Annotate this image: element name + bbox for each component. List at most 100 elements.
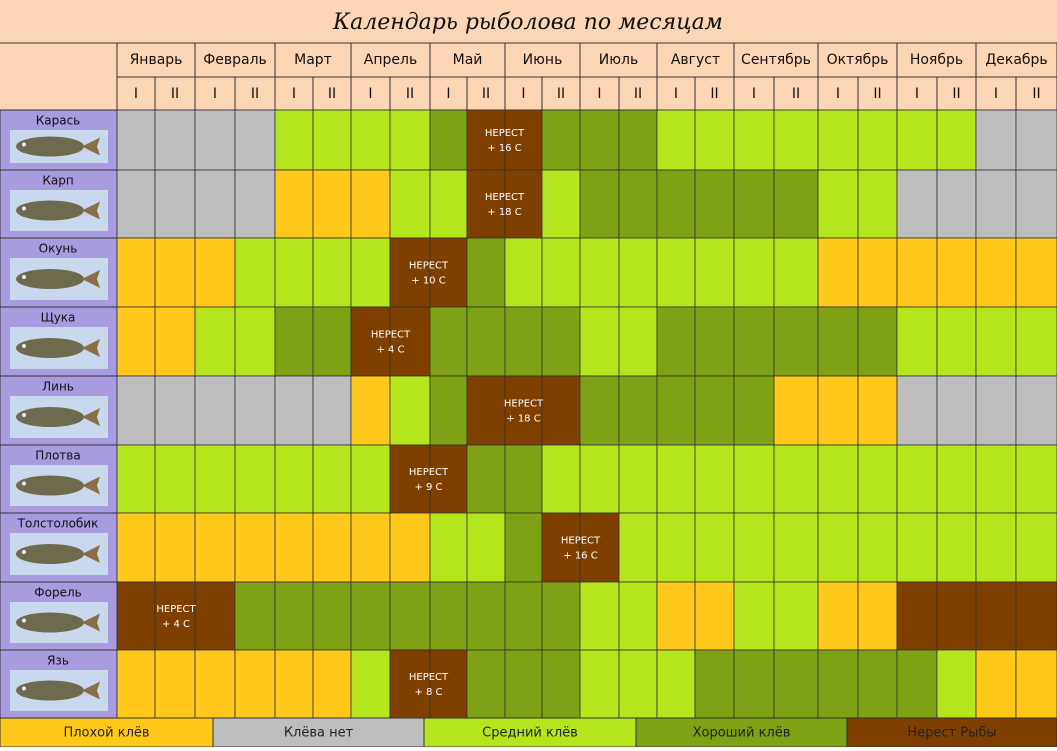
cell [857, 237, 898, 308]
legend-swatch [423, 717, 637, 748]
cell [857, 109, 898, 171]
cell [656, 444, 696, 514]
cell [579, 444, 620, 514]
cell [936, 169, 977, 239]
cell [579, 512, 620, 583]
cell [817, 581, 859, 651]
cell [194, 581, 236, 651]
cell [896, 444, 938, 514]
month: Июль [599, 52, 638, 68]
cell [857, 306, 898, 377]
cell [429, 169, 468, 239]
legend-swatch [846, 717, 1057, 748]
cell [466, 512, 506, 583]
month: Май [453, 52, 483, 68]
cell [194, 109, 236, 171]
cell [466, 306, 506, 377]
cell [116, 581, 156, 651]
cell [896, 306, 938, 377]
cell [350, 306, 391, 377]
cell [466, 649, 506, 719]
header-bg [0, 0, 1057, 110]
cell [1015, 581, 1057, 651]
spawn-label: НЕРЕСТ [409, 467, 449, 478]
half: II [952, 86, 960, 102]
cell [975, 109, 1017, 171]
cell [350, 109, 391, 171]
half: I [368, 86, 372, 102]
cell [154, 581, 196, 651]
legend-label: Средний клёв [482, 726, 578, 741]
cell [579, 649, 620, 719]
cell [312, 306, 352, 377]
fish-body [16, 544, 84, 564]
cell [504, 512, 543, 583]
cell [504, 375, 543, 446]
cell [733, 581, 775, 651]
cell [975, 512, 1017, 583]
cell [389, 169, 431, 239]
cell [541, 649, 581, 719]
fish-name: Линь [42, 380, 74, 394]
cell [618, 581, 658, 651]
cell [579, 306, 620, 377]
cell [817, 375, 859, 446]
legend-swatch [0, 717, 214, 748]
spawn-label: НЕРЕСТ [504, 399, 544, 410]
cell [936, 375, 977, 446]
half: I [213, 86, 217, 102]
spawn-temp: + 4 С [162, 619, 190, 630]
half: I [521, 86, 525, 102]
fish-tail [82, 545, 100, 563]
half: II [557, 86, 565, 102]
cell [154, 237, 196, 308]
cell [429, 306, 468, 377]
cell [429, 581, 468, 651]
half: I [994, 86, 998, 102]
cell [504, 581, 543, 651]
cell [312, 444, 352, 514]
cell [350, 512, 391, 583]
half: I [752, 86, 756, 102]
cell [466, 444, 506, 514]
cell [817, 444, 859, 514]
cell [154, 306, 196, 377]
cell [1015, 109, 1057, 171]
cell [389, 375, 431, 446]
cell [541, 444, 581, 514]
cell [541, 581, 581, 651]
cell [541, 306, 581, 377]
half: I [292, 86, 296, 102]
month: Апрель [364, 52, 417, 68]
cell [504, 306, 543, 377]
cell [579, 237, 620, 308]
cell [579, 375, 620, 446]
half: II [634, 86, 642, 102]
spawn-label: НЕРЕСТ [371, 330, 411, 341]
cell [579, 169, 620, 239]
cell [389, 649, 431, 719]
cell [541, 169, 581, 239]
fish-name: Форель [34, 586, 81, 600]
cell [466, 237, 506, 308]
spawn-temp: + 16 С [563, 551, 597, 562]
cell [194, 444, 236, 514]
cell [817, 109, 859, 171]
cell [429, 444, 468, 514]
cell [857, 444, 898, 514]
cell [154, 109, 196, 171]
fish-tail [82, 681, 100, 700]
legend-swatch [635, 717, 848, 748]
cell [541, 512, 581, 583]
cell [817, 649, 859, 719]
fish-eye [22, 481, 26, 486]
cell [350, 444, 391, 514]
cell [504, 169, 543, 239]
cell [656, 581, 696, 651]
cell [733, 375, 775, 446]
month: Февраль [203, 52, 267, 68]
cell [274, 237, 314, 308]
cell [579, 581, 620, 651]
cell [274, 512, 314, 583]
cell [656, 109, 696, 171]
